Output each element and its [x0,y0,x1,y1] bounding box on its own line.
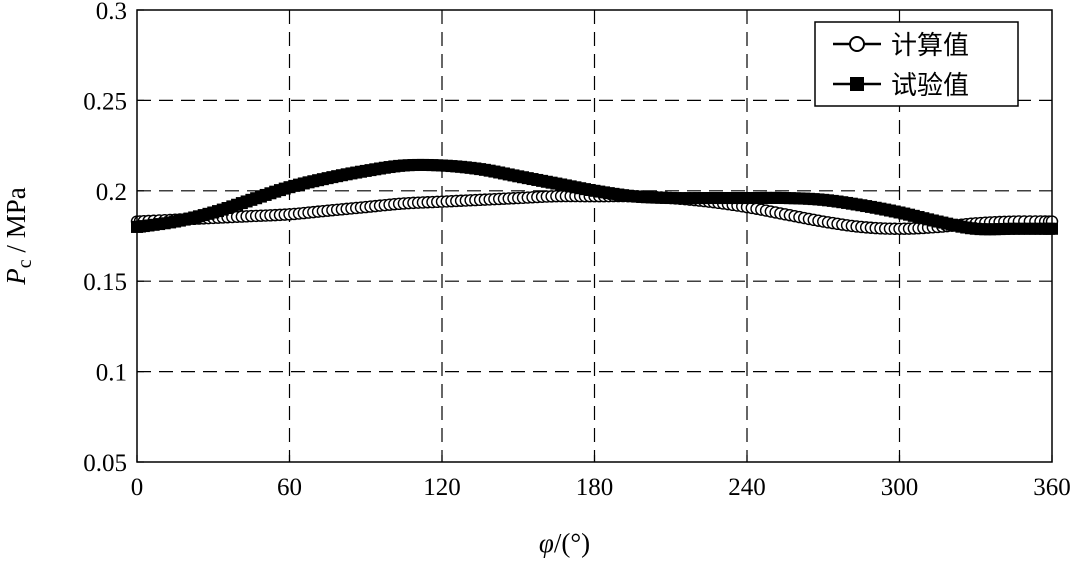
legend-label: 计算值 [891,31,969,61]
y-axis-subscript: c [14,259,36,268]
x-axis-unit: /(°) [554,528,590,558]
x-tick-label: 120 [423,474,461,501]
y-tick-label: 0.1 [96,360,127,387]
ticks: 0 60 120 180 240 300 360 0.05 0.1 0.15 0.2 0.25 0.3 [83,0,1071,501]
x-tick-label: 300 [881,474,919,501]
y-tick-label: 0.15 [83,269,127,296]
y-tick-label: 0.2 [96,179,127,206]
y-tick-label: 0.25 [83,88,127,115]
series-layer [130,158,1059,236]
y-tick-label: 0.05 [83,450,127,477]
x-tick-label: 60 [277,474,302,501]
grid [137,10,1052,462]
legend-box [814,21,1019,107]
x-tick-label: 240 [728,474,766,501]
y-axis-label: Pc / MPa [1,187,36,285]
x-axis-symbol: φ [539,528,554,558]
y-axis-symbol: P [1,268,31,286]
legend-label: 试验值 [891,71,969,101]
legend-marker [849,36,865,52]
y-tick-label: 0.3 [96,0,127,25]
legend-entry: 试验值 [833,71,969,101]
x-axis-label: φ/(°) [539,528,590,558]
x-tick-label: 0 [131,474,144,501]
x-tick-label: 180 [576,474,614,501]
series-calculated [130,189,1059,235]
x-tick-label: 360 [1033,474,1071,501]
legend-marker [850,77,864,91]
legend-entry: 计算值 [833,31,969,61]
y-axis-unit: / MPa [1,187,31,259]
